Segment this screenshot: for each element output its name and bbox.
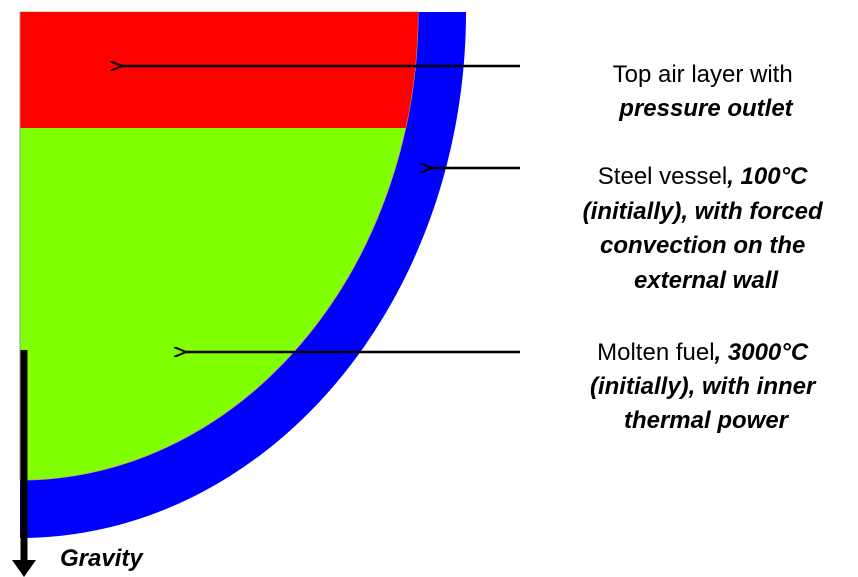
vessel-label: Steel vessel, 100°C (initially), with fo… (583, 163, 830, 294)
fuel-label: Molten fuel, 3000°C (initially), with in… (590, 339, 822, 434)
air-label: Top air layer with pressure outlet (613, 61, 800, 122)
air-layer (20, 12, 419, 128)
gravity-label: Gravity (60, 545, 144, 572)
gravity-arrowhead (12, 560, 36, 577)
